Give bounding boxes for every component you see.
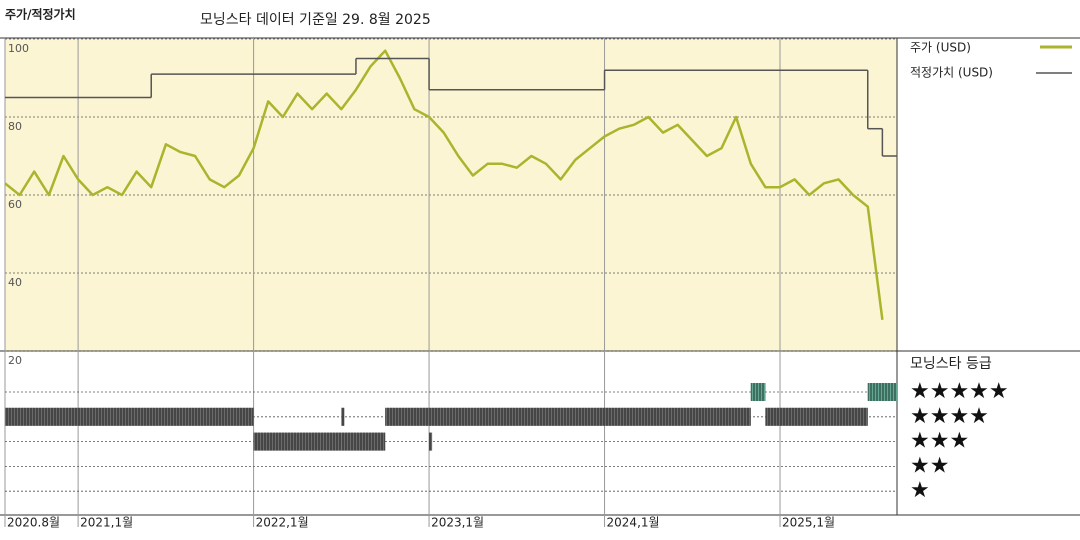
rating-bar <box>341 432 386 451</box>
rating-bar <box>429 432 433 451</box>
x-tick-label: 2021,1월 <box>80 516 133 530</box>
x-tick-label: 2023,1월 <box>431 516 484 530</box>
legend-label: 적정가치 (USD) <box>910 66 993 80</box>
rating-bar <box>429 407 751 426</box>
price-line <box>4 49 884 320</box>
star-label: ★★★★ <box>910 404 989 429</box>
y-tick-label: 100 <box>8 42 29 55</box>
rating-bar-part <box>341 432 386 451</box>
chart-title: 주가/적정가치 <box>5 7 76 22</box>
rating-bar <box>385 407 430 426</box>
legend-label: 주가 (USD) <box>910 41 971 55</box>
rating-bar <box>253 432 342 451</box>
rating-bar <box>341 407 345 426</box>
x-tick-label: 2020.8월 <box>7 516 60 530</box>
star-label: ★★★★★ <box>910 379 1009 404</box>
rating-bar-part <box>429 432 433 451</box>
star-label: ★★ <box>910 453 949 478</box>
rating-bar-part <box>341 407 345 426</box>
x-tick-label: 2025,1월 <box>782 516 835 530</box>
rating-bar-part <box>750 383 766 401</box>
rating-bar <box>750 383 766 401</box>
rating-title: 모닝스타 등급 <box>910 356 992 372</box>
y-tick-label: 40 <box>8 276 22 289</box>
rating-bar-part <box>385 407 430 426</box>
rating-bar-part <box>867 383 897 401</box>
x-tick-label: 2022,1월 <box>256 516 309 530</box>
rating-bar-part <box>429 407 751 426</box>
rating-bar <box>765 407 868 426</box>
x-tick-label: 2024,1월 <box>607 516 660 530</box>
star-label: ★★★ <box>910 429 969 454</box>
rating-bar-part <box>5 407 254 426</box>
chart-subtitle: 모닝스타 데이터 기준일 29. 8월 2025 <box>200 12 431 28</box>
star-label: ★ <box>910 478 930 503</box>
rating-bar-part <box>253 432 342 451</box>
rating-bar <box>5 407 254 426</box>
rating-bar-part <box>765 407 868 426</box>
rating-bar <box>867 383 897 401</box>
y-tick-label: 80 <box>8 120 22 133</box>
y-tick-label: 20 <box>8 354 22 367</box>
y-tick-label: 60 <box>8 198 22 211</box>
